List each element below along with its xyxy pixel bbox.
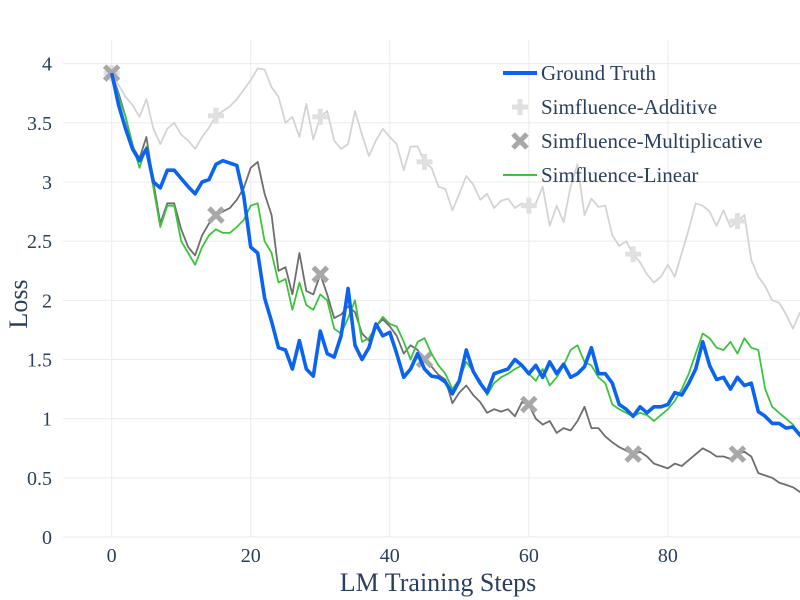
- legend-item-simfluence-additive[interactable]: Simfluence-Additive: [512, 95, 717, 119]
- y-tick-label: 1: [42, 409, 52, 431]
- marker-simfluence-additive: [520, 197, 537, 214]
- marker-simfluence-multiplicative: [311, 265, 330, 284]
- legend-label-ground-truth: Ground Truth: [541, 61, 656, 85]
- legend-label-simfluence-linear: Simfluence-Linear: [541, 163, 698, 187]
- series-line-simfluence-linear: [110, 72, 800, 438]
- y-tick-label: 4: [42, 54, 52, 76]
- y-tick-label: 3.5: [27, 113, 52, 135]
- marker-simfluence-multiplicative: [207, 206, 225, 224]
- y-tick-label: 1.5: [27, 350, 52, 372]
- y-tick-label: 2: [42, 290, 52, 312]
- legend-item-simfluence-multiplicative[interactable]: Simfluence-Multiplicative: [511, 129, 763, 153]
- marker-simfluence-additive: [625, 246, 642, 263]
- marker-simfluence-multiplicative: [520, 395, 538, 414]
- series-lines: [102, 64, 800, 493]
- legend-marker-simfluence-additive: [512, 99, 528, 115]
- x-tick-label: 20: [241, 545, 261, 567]
- x-axis-title: LM Training Steps: [340, 568, 537, 597]
- marker-simfluence-additive: [416, 153, 433, 170]
- x-tick-label: 80: [658, 545, 678, 567]
- y-tick-label: 0.5: [27, 468, 52, 490]
- x-tick-label: 40: [380, 545, 400, 567]
- legend-label-simfluence-additive: Simfluence-Additive: [541, 95, 717, 119]
- y-tick-label: 2.5: [27, 231, 52, 253]
- legend: Ground Truth Simfluence-Additive Simfluenc…: [503, 61, 763, 187]
- marker-simfluence-additive: [729, 213, 746, 230]
- marker-simfluence-multiplicative: [624, 445, 642, 463]
- legend-label-simfluence-multiplicative: Simfluence-Multiplicative: [541, 129, 763, 153]
- legend-marker-simfluence-multiplicative: [511, 132, 529, 150]
- x-tick-label: 60: [519, 545, 539, 567]
- y-tick-label: 3: [42, 172, 52, 194]
- marker-simfluence-additive: [312, 108, 329, 125]
- legend-item-simfluence-linear[interactable]: Simfluence-Linear: [503, 163, 698, 187]
- series-line-simfluence-multiplicative: [110, 72, 800, 493]
- marker-simfluence-additive: [207, 107, 224, 124]
- legend-item-ground-truth[interactable]: Ground Truth: [503, 61, 656, 85]
- x-tick-label: 0: [107, 545, 117, 567]
- series-line-simfluence-additive: [110, 67, 800, 330]
- y-tick-label: 0: [42, 527, 52, 549]
- series-line-ground-truth: [109, 72, 800, 438]
- marker-simfluence-multiplicative: [728, 445, 747, 463]
- y-axis-title: Loss: [4, 279, 33, 328]
- axis-ticks: 00.511.522.533.540 20 40 60 80: [27, 54, 678, 567]
